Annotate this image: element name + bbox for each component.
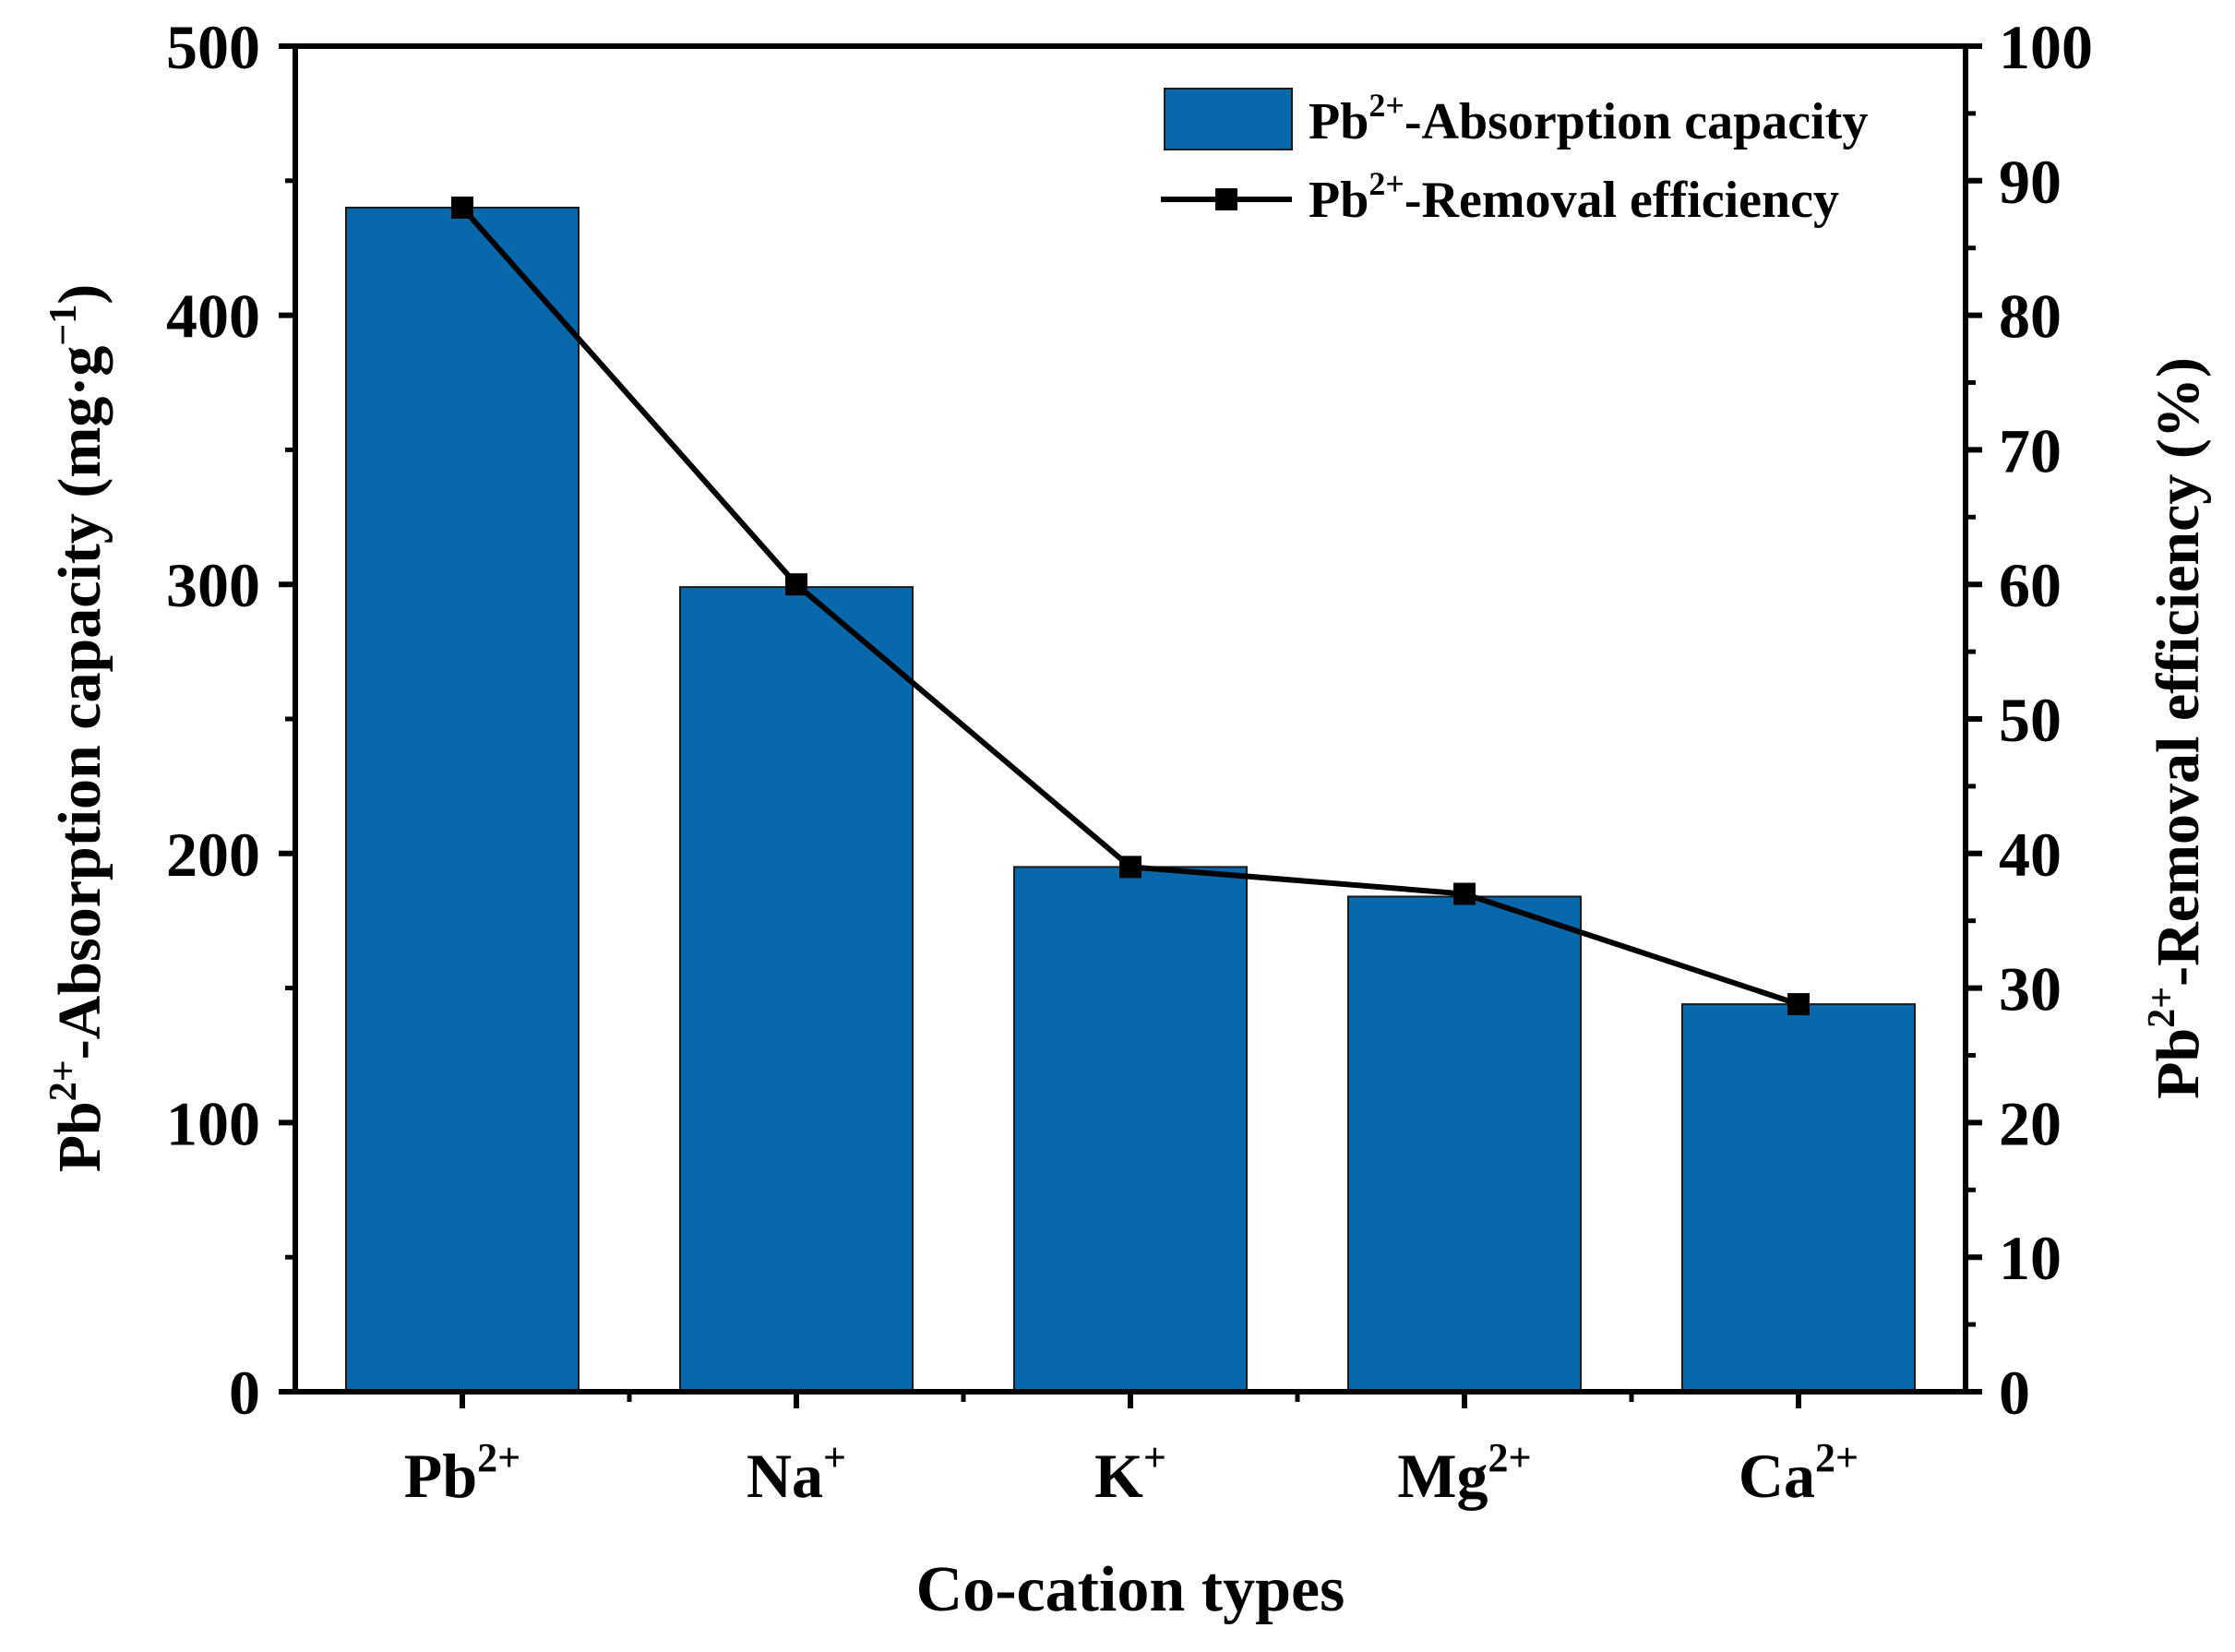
right-tick-label-1: 10 — [1999, 1223, 2062, 1293]
right-tick-label-5: 50 — [1999, 685, 2062, 755]
legend-line-marker — [1215, 188, 1237, 210]
efficiency-marker-0 — [451, 196, 473, 219]
right-axis-title: Pb2+-Removal efficiency (%) — [2141, 357, 2212, 1099]
efficiency-marker-2 — [1119, 856, 1141, 879]
right-tick-label-9: 90 — [1999, 147, 2062, 217]
left-tick-label-0: 0 — [229, 1358, 260, 1428]
left-tick-label-3: 300 — [166, 550, 260, 620]
left-tick-label-2: 200 — [166, 820, 260, 890]
right-tick-label-4: 40 — [1999, 820, 2062, 890]
left-tick-label-4: 400 — [166, 281, 260, 352]
right-tick-label-6: 60 — [1999, 550, 2062, 620]
left-tick-label-5: 500 — [166, 12, 260, 82]
bars-layer — [345, 206, 1916, 1394]
right-tick-label-3: 30 — [1999, 954, 2062, 1024]
efficiency-marker-1 — [785, 573, 807, 596]
x-tick-label-0: Pb2+ — [404, 1435, 520, 1511]
bar-0 — [345, 206, 580, 1394]
x-tick-label-1: Na+ — [747, 1435, 846, 1511]
line-layer — [451, 196, 1810, 1016]
labels-layer: Co-cation types Pb2+-Absorption capacity … — [42, 284, 2212, 1625]
legend-bar-swatch — [1164, 88, 1293, 150]
right-tick-label-2: 20 — [1999, 1088, 2062, 1158]
right-tick-label-8: 80 — [1999, 281, 2062, 352]
right-tick-label-7: 70 — [1999, 415, 2062, 485]
bar-4 — [1681, 1003, 1916, 1393]
x-axis-title: Co-cation types — [916, 1554, 1345, 1625]
legend-bar-label: Pb2+-Absorption capacity — [1309, 87, 1868, 150]
right-tick-label-0: 0 — [1999, 1358, 2030, 1428]
efficiency-marker-3 — [1453, 882, 1476, 905]
bar-2 — [1013, 866, 1248, 1393]
bar-3 — [1347, 895, 1582, 1393]
x-tick-label-2: K+ — [1094, 1435, 1166, 1511]
efficiency-marker-4 — [1787, 993, 1810, 1016]
x-tick-label-4: Ca2+ — [1739, 1435, 1859, 1511]
legend: Pb2+-Absorption capacity Pb2+-Removal eff… — [1161, 87, 1868, 229]
right-tick-label-10: 100 — [1999, 12, 2093, 82]
left-tick-label-1: 100 — [166, 1088, 260, 1158]
legend-line-label: Pb2+-Removal efficiency — [1309, 165, 1839, 229]
bar-1 — [679, 586, 914, 1393]
x-tick-label-3: Mg2+ — [1397, 1435, 1531, 1511]
left-axis-title: Pb2+-Absorption capacity (mg·g−1) — [42, 284, 114, 1173]
axes-layer: 0 100 200 300 400 500 0 10 20 30 40 50 60 70 80 90 100 Pb… — [166, 12, 2093, 1511]
